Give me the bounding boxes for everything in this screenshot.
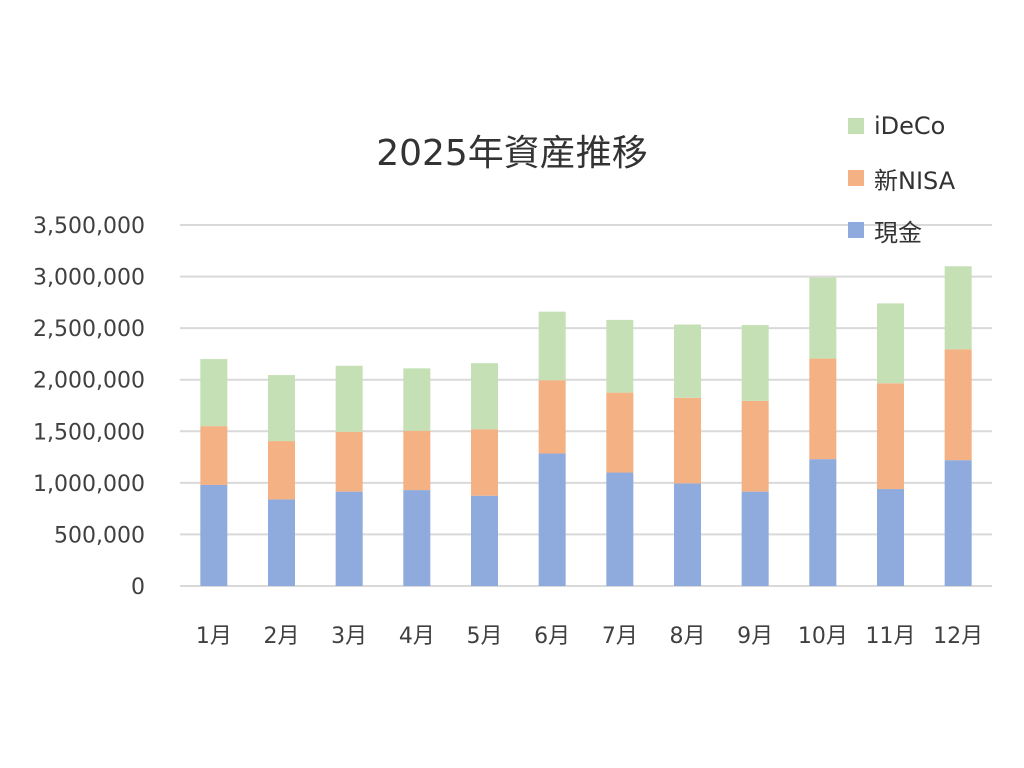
bar-segment bbox=[741, 491, 769, 586]
bar-segment bbox=[741, 325, 769, 401]
x-tick-label: 4月 bbox=[399, 624, 435, 649]
legend: iDeCo 新NISA 現金 bbox=[848, 100, 955, 256]
legend-item-cash: 現金 bbox=[848, 204, 955, 256]
x-tick-label: 6月 bbox=[534, 624, 570, 649]
legend-label-ideco: iDeCo bbox=[874, 112, 946, 140]
bar-segment bbox=[403, 490, 431, 586]
bar-segment bbox=[606, 319, 634, 393]
bar-segment bbox=[809, 277, 837, 359]
bar-segment bbox=[809, 358, 837, 460]
legend-label-cash: 現金 bbox=[874, 218, 922, 247]
y-tick-label: 0 bbox=[131, 575, 145, 600]
bar-segment bbox=[674, 483, 701, 586]
bar-segment bbox=[606, 392, 634, 473]
bar-segment bbox=[944, 266, 972, 350]
y-tick-label: 1,500,000 bbox=[33, 420, 145, 445]
x-tick-label: 12月 bbox=[933, 624, 983, 649]
bar-segment bbox=[268, 499, 295, 586]
x-tick-label: 2月 bbox=[264, 624, 300, 649]
y-tick-label: 500,000 bbox=[54, 523, 145, 548]
legend-swatch-ideco bbox=[848, 118, 864, 134]
bar-segment bbox=[471, 363, 498, 430]
x-tick-label: 9月 bbox=[737, 624, 773, 649]
bar-segment bbox=[674, 397, 701, 484]
bar-segment bbox=[538, 453, 566, 586]
y-tick-label: 3,000,000 bbox=[33, 266, 145, 291]
x-tick-label: 7月 bbox=[602, 624, 638, 649]
bar-segment bbox=[200, 359, 228, 427]
x-tick-label: 3月 bbox=[331, 624, 367, 649]
bar-segment bbox=[877, 303, 904, 384]
bar-segment bbox=[335, 491, 363, 586]
y-tick-label: 2,500,000 bbox=[33, 317, 145, 342]
bar-segment bbox=[944, 349, 972, 461]
bar-segment bbox=[877, 489, 904, 586]
chart-title: 2025年資産推移 bbox=[376, 133, 648, 174]
x-tick-label: 11月 bbox=[866, 624, 916, 649]
legend-label-nisa: 新NISA bbox=[874, 166, 956, 195]
x-tick-label: 1月 bbox=[196, 624, 232, 649]
bar-segment bbox=[335, 365, 363, 432]
x-tick-label: 8月 bbox=[670, 624, 706, 649]
legend-swatch-nisa bbox=[848, 170, 864, 186]
legend-item-nisa: 新NISA bbox=[848, 152, 955, 204]
bar-segment bbox=[741, 400, 769, 492]
bar-segment bbox=[403, 430, 431, 491]
bar-segment bbox=[674, 324, 701, 398]
bar-segment bbox=[877, 383, 904, 490]
legend-swatch-cash bbox=[848, 222, 864, 238]
bar-segment bbox=[200, 484, 228, 586]
bar-segment bbox=[200, 426, 228, 485]
bar-segment bbox=[335, 431, 363, 492]
y-tick-label: 2,000,000 bbox=[33, 369, 145, 394]
bar-segment bbox=[268, 375, 295, 442]
bar-segment bbox=[944, 460, 972, 586]
legend-item-ideco: iDeCo bbox=[848, 100, 955, 152]
bar-segment bbox=[809, 459, 837, 586]
y-tick-label: 1,000,000 bbox=[33, 472, 145, 497]
bar-segment bbox=[268, 441, 295, 500]
x-tick-label: 5月 bbox=[467, 624, 503, 649]
bar-segment bbox=[403, 368, 431, 431]
y-tick-label: 3,500,000 bbox=[33, 214, 145, 239]
x-tick-label: 10月 bbox=[798, 624, 848, 649]
bar-segment bbox=[471, 429, 498, 496]
bar-segment bbox=[538, 311, 566, 381]
bar-segment bbox=[471, 495, 498, 586]
bar-segment bbox=[538, 380, 566, 454]
bar-segment bbox=[606, 472, 634, 586]
